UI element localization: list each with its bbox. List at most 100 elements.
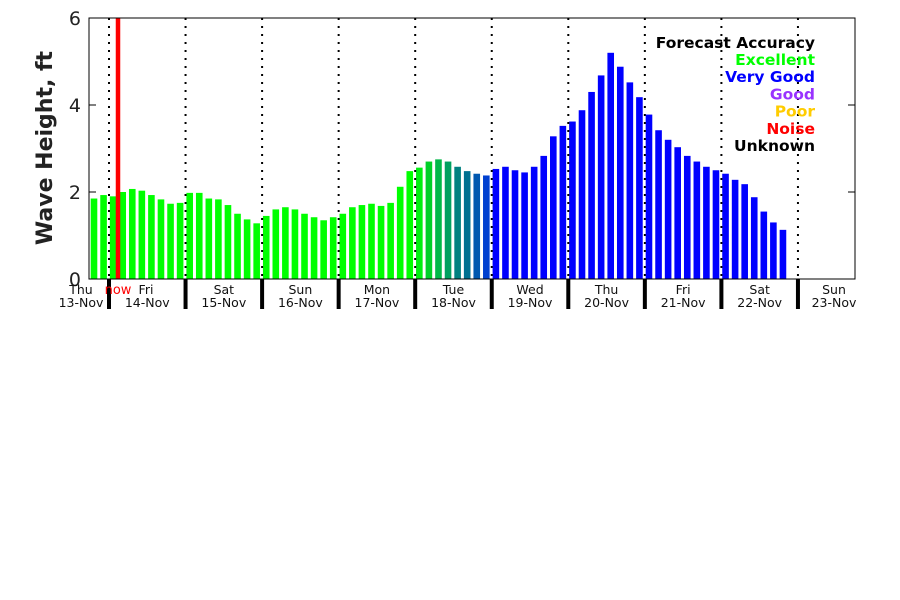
bar [406, 171, 414, 279]
bar [588, 91, 595, 279]
bar [253, 223, 260, 279]
bar [712, 170, 720, 279]
legend-title: Forecast Accuracy [656, 34, 815, 52]
legend-entry: Noise [766, 120, 815, 138]
bar [655, 130, 662, 279]
bar [559, 125, 567, 279]
bar [779, 229, 787, 279]
bar [329, 217, 337, 279]
bar [511, 170, 519, 279]
bar [119, 192, 127, 279]
bar [645, 114, 653, 279]
bar [578, 110, 586, 279]
bar [138, 190, 146, 279]
bar [301, 213, 308, 279]
bar [396, 186, 404, 279]
bar [128, 188, 136, 279]
bar [100, 195, 107, 279]
bar [607, 52, 615, 279]
day-label-date: 13-Nov [59, 295, 104, 310]
bar [368, 203, 375, 279]
legend-entry: Poor [775, 103, 816, 121]
day-label-weekday: Thu [68, 282, 92, 297]
bar [492, 168, 500, 279]
bar [157, 199, 165, 279]
day-label-weekday: Sun [288, 282, 312, 297]
bar [282, 207, 289, 279]
bar [674, 147, 681, 279]
legend-entry: Good [770, 85, 815, 103]
day-label-weekday: Fri [139, 282, 154, 297]
bar [272, 209, 280, 279]
bar [569, 121, 576, 279]
day-label-date: 18-Nov [431, 295, 476, 310]
bar [722, 173, 729, 279]
bar [234, 213, 241, 279]
day-label-weekday: Sat [749, 282, 770, 297]
day-label-date: 21-Nov [661, 295, 706, 310]
bar [262, 215, 270, 279]
bar [770, 222, 777, 279]
day-label-date: 17-Nov [355, 295, 400, 310]
legend-entry: Very Good [725, 68, 815, 86]
bar [731, 179, 739, 279]
bar [339, 213, 347, 279]
bar [483, 175, 490, 279]
legend-entry: Unknown [734, 137, 815, 155]
bar [349, 207, 356, 279]
bar [195, 192, 203, 279]
day-label-date: 16-Nov [278, 295, 323, 310]
legend-entry: Excellent [735, 51, 815, 69]
day-label-date: 19-Nov [508, 295, 553, 310]
bar [693, 161, 701, 279]
bar [176, 202, 184, 279]
bar [760, 211, 768, 279]
bar [626, 82, 634, 279]
bar [215, 199, 222, 279]
y-tick-label: 2 [69, 182, 81, 204]
day-label-weekday: Sat [214, 282, 235, 297]
bar [291, 209, 299, 279]
now-label: now [105, 283, 132, 298]
bar [703, 166, 710, 279]
bar [148, 195, 155, 279]
bar [521, 172, 528, 279]
bar [741, 184, 748, 279]
day-label-weekday: Tue [442, 282, 465, 297]
bar [320, 220, 327, 279]
bar [425, 161, 433, 279]
bar [377, 205, 385, 279]
bar [683, 155, 691, 279]
bar [358, 205, 366, 279]
y-tick-label: 6 [69, 8, 81, 30]
bar [454, 166, 461, 279]
bar [224, 205, 232, 279]
bar [616, 66, 624, 279]
bar [664, 139, 672, 279]
day-label-weekday: Wed [516, 282, 543, 297]
bar [243, 219, 251, 279]
bar [463, 171, 471, 279]
bar [597, 75, 605, 279]
day-label-date: 20-Nov [584, 295, 629, 310]
bar [540, 155, 548, 279]
bar [530, 166, 538, 279]
bar [310, 217, 318, 279]
bar [550, 136, 557, 279]
day-label-date: 22-Nov [737, 295, 782, 310]
bar [502, 166, 509, 279]
bar [90, 198, 98, 279]
y-axis-label: Wave Height, ft [33, 50, 58, 245]
day-label-date: 15-Nov [201, 295, 246, 310]
bar [167, 203, 174, 279]
bar [205, 198, 213, 279]
y-tick-label: 0 [69, 269, 81, 291]
day-label-date: 23-Nov [812, 295, 857, 310]
day-label-weekday: Mon [364, 282, 390, 297]
bar [186, 192, 193, 279]
day-label-weekday: Fri [676, 282, 691, 297]
bar [473, 173, 481, 279]
bar [109, 196, 117, 279]
